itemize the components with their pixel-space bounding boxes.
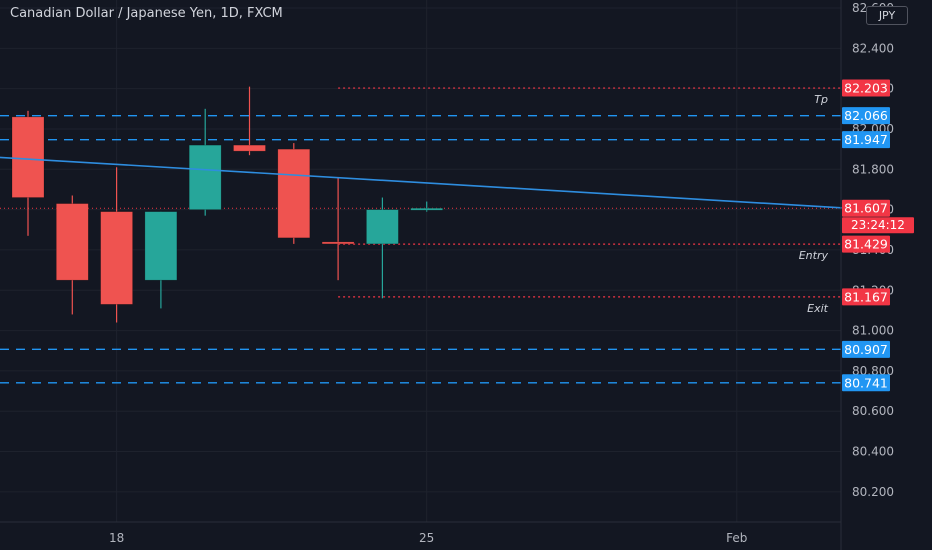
currency-badge[interactable]: JPY [866,6,908,25]
candle-body [11,116,45,198]
trendline [0,156,848,210]
price-level-badge-text: 82.066 [844,108,888,123]
candle-body [100,211,133,305]
countdown-badge [842,217,914,234]
x-tick-label: 25 [419,531,434,545]
x-tick-label: 18 [109,531,124,545]
candle-body [233,144,266,152]
candle-body [188,144,222,210]
price-level-badge [842,235,890,253]
price-level-tag: Exit [807,302,829,315]
grid-lines [0,0,841,522]
price-levels: Tp Entry Exit [0,87,841,384]
y-tick-label: 80.400 [852,445,894,459]
y-tick-label: 80.600 [852,404,894,418]
y-tick-label: 80.200 [852,485,894,499]
price-level-badge [842,131,890,149]
price-level-badge [842,79,890,97]
chart-title: Canadian Dollar / Japanese Yen, 1D, FXCM [10,6,283,21]
price-level-badge [842,340,890,358]
price-level-badge-text: 81.947 [844,132,888,147]
candle-body [144,211,178,281]
price-level-badge [842,199,890,217]
price-level-badge [842,288,890,306]
candle-body [55,203,89,281]
price-level-badge-text: 81.607 [844,201,888,216]
price-level-badge-text: 80.907 [844,342,888,357]
candle-body [321,241,355,245]
x-tick-label: Feb [726,531,747,545]
candle-body [410,207,444,211]
price-level-badge-text: 81.167 [844,289,888,304]
price-level-badge [842,107,890,125]
price-level-tag: Tp [814,93,828,106]
candle-body [277,148,311,239]
candlestick-series [11,86,444,323]
price-level-badge-text: 81.429 [844,237,888,252]
y-tick-label: 81.800 [852,162,894,176]
price-level-badges: 82.203 82.066 81.947 81.607 23:24:12 81.429 81… [842,79,914,392]
price-level-badge [842,374,890,392]
y-tick-label: 81.000 [852,324,894,338]
y-tick-label: 82.400 [852,41,894,55]
price-level-badge-text: 80.741 [844,375,888,390]
candle-body [366,209,399,245]
price-level-tag: Entry [799,249,829,262]
price-level-badge-text: 82.203 [844,81,888,96]
countdown-badge-text: 23:24:12 [851,218,905,232]
trendline-layer [0,156,848,210]
